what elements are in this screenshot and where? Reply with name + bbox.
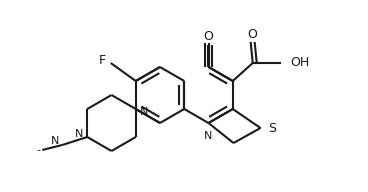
- Text: N: N: [51, 136, 59, 146]
- Text: -: -: [36, 145, 40, 155]
- Text: OH: OH: [291, 56, 310, 70]
- Text: F: F: [99, 54, 106, 66]
- Text: O: O: [247, 28, 257, 41]
- Text: N: N: [75, 129, 83, 139]
- Text: S: S: [269, 122, 276, 135]
- Text: N: N: [204, 131, 213, 141]
- Text: O: O: [204, 31, 213, 44]
- Text: N: N: [140, 107, 148, 117]
